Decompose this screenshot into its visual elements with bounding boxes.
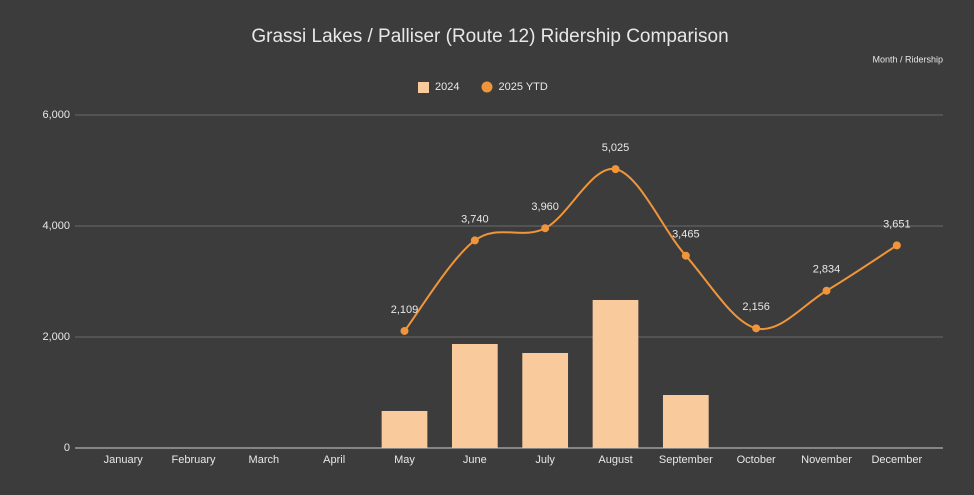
data-label: 2,109 xyxy=(391,304,419,316)
x-tick-label: June xyxy=(463,454,487,466)
data-label: 2,834 xyxy=(813,264,841,276)
x-tick-label: March xyxy=(249,454,280,466)
legend-label: 2024 xyxy=(435,81,459,93)
chart-title: Grassi Lakes / Palliser (Route 12) Rider… xyxy=(251,26,728,47)
point xyxy=(752,324,761,333)
legend-swatch xyxy=(418,82,429,93)
x-tick-label: September xyxy=(659,454,713,466)
legend-swatch xyxy=(481,81,493,93)
y-tick-label: 4,000 xyxy=(42,220,70,232)
point xyxy=(470,236,479,245)
x-tick-label: May xyxy=(394,454,415,466)
point xyxy=(611,165,620,174)
data-label: 3,960 xyxy=(531,201,559,213)
x-tick-label: April xyxy=(323,454,345,466)
legend-label: 2025 YTD xyxy=(498,81,547,93)
point xyxy=(541,224,550,233)
x-tick-label: January xyxy=(104,454,144,466)
x-tick-label: November xyxy=(801,454,852,466)
y-tick-label: 2,000 xyxy=(42,331,70,343)
point xyxy=(400,326,409,335)
data-label: 3,740 xyxy=(461,213,489,225)
point xyxy=(681,251,690,260)
y-tick-label: 6,000 xyxy=(42,109,70,121)
x-tick-label: December xyxy=(871,454,922,466)
x-tick-label: July xyxy=(535,454,555,466)
data-label: 3,465 xyxy=(672,229,700,241)
x-tick-label: October xyxy=(737,454,776,466)
data-label: 2,156 xyxy=(742,301,770,313)
chart-subtitle: Month / Ridership xyxy=(872,54,943,64)
bar xyxy=(592,299,639,448)
data-label: 5,025 xyxy=(602,142,630,154)
bar xyxy=(662,394,709,448)
bar xyxy=(381,410,428,448)
point xyxy=(892,241,901,250)
y-tick-label: 0 xyxy=(64,442,70,454)
point xyxy=(822,286,831,295)
data-label: 3,651 xyxy=(883,218,911,230)
bar xyxy=(451,343,498,448)
x-tick-label: February xyxy=(171,454,216,466)
bar xyxy=(522,352,569,448)
line xyxy=(403,168,898,332)
x-tick-label: August xyxy=(598,454,632,466)
